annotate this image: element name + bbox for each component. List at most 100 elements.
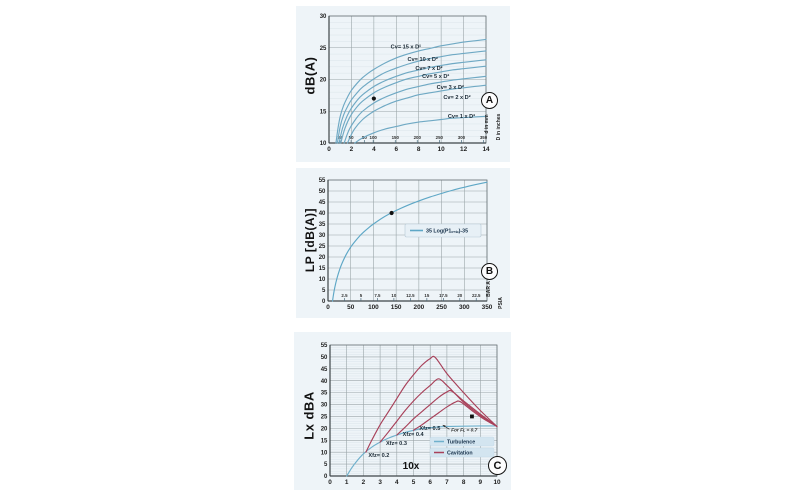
svg-text:6: 6 — [395, 146, 399, 153]
svg-text:300: 300 — [458, 135, 466, 140]
chart-b-badge: B — [481, 263, 498, 280]
svg-text:3: 3 — [378, 479, 382, 486]
series-Cv= 7 x D² — [338, 59, 487, 144]
svg-text:250: 250 — [436, 135, 444, 140]
curve-label: Xfz= 0.5 — [419, 426, 440, 432]
annotation-text: For Fʟ = 0.7 — [451, 428, 478, 434]
tick-labels: 0 50 100 150 200 250 300 350 0 5 10 15 20 25 30 35 40 45 5… — [319, 178, 493, 311]
svg-text:200: 200 — [414, 135, 422, 140]
curve-label: Cv= 7 x D² — [415, 65, 442, 72]
svg-text:20: 20 — [319, 255, 326, 261]
svg-text:25: 25 — [319, 244, 326, 250]
svg-text:Cavitation: Cavitation — [447, 450, 473, 456]
svg-text:0: 0 — [328, 479, 332, 486]
legend: 35 Log(P1ₚₛᵢₐ)-35 — [404, 223, 482, 238]
chart-c-badge: C — [488, 456, 507, 475]
svg-text:250: 250 — [436, 304, 447, 311]
svg-text:0: 0 — [326, 304, 330, 311]
series-Cavitation Xfz= 0.2 — [365, 355, 498, 453]
svg-text:40: 40 — [321, 379, 328, 385]
svg-text:0: 0 — [324, 474, 328, 480]
svg-text:2: 2 — [350, 146, 354, 153]
svg-text:17.5: 17.5 — [439, 293, 448, 298]
curve-label: Cv= 3 x D² — [437, 84, 464, 91]
series-Cv= 15 x D² — [335, 38, 487, 144]
svg-text:15: 15 — [319, 266, 326, 272]
svg-text:0: 0 — [327, 146, 331, 153]
series-Cv= 10 x D² — [336, 50, 487, 144]
chart-b-right-label-psia: PSIA — [498, 297, 504, 309]
svg-text:20: 20 — [457, 293, 462, 298]
series — [346, 355, 498, 477]
series-35 Log(P1ₚₛᵢₐ)-35 — [331, 181, 488, 302]
svg-text:15: 15 — [320, 109, 327, 115]
series-Cavitation Xfz= 0.5 — [412, 400, 498, 431]
svg-text:350: 350 — [482, 304, 493, 311]
svg-text:50: 50 — [319, 189, 326, 195]
svg-text:50: 50 — [349, 135, 354, 140]
curve-label: Xfz= 0.2 — [368, 453, 389, 459]
chart-c-y-axis-label: Lx dBA — [301, 391, 317, 440]
curve-label: Xfz= 0.3 — [386, 441, 407, 447]
chart-c-x-axis-label: 10x — [402, 461, 420, 472]
svg-text:35 Log(P1ₚₛᵢₐ)-35: 35 Log(P1ₚₛᵢₐ)-35 — [426, 228, 468, 234]
svg-text:Turbulence: Turbulence — [447, 439, 475, 445]
data-marker — [371, 96, 376, 101]
svg-text:15: 15 — [424, 293, 429, 298]
svg-text:7.5: 7.5 — [374, 293, 381, 298]
chart-c-panel: Xfz= 0.2 Xfz= 0.3 Xfz= 0.4 Xfz= 0.5 For Fʟ =… — [294, 332, 511, 490]
svg-text:25: 25 — [321, 415, 328, 421]
svg-text:55: 55 — [319, 178, 326, 184]
svg-text:5: 5 — [360, 293, 363, 298]
chart-a-content: 25 50 8 0 100 150 200 250 300 350 Cv= 15 x D² Cv= 1… — [320, 14, 490, 153]
chart-a-badge: A — [481, 92, 498, 109]
svg-text:40: 40 — [319, 211, 326, 217]
svg-text:200: 200 — [414, 304, 425, 311]
svg-text:50: 50 — [347, 304, 355, 311]
chart-b-panel: 2.5 5 7.5 10 12.5 15 17.5 20 22.5 35 Log(P1ₚₛᵢₐ)-… — [296, 168, 510, 318]
svg-text:150: 150 — [392, 135, 400, 140]
svg-text:45: 45 — [319, 200, 326, 206]
svg-text:2: 2 — [362, 479, 366, 486]
svg-text:50: 50 — [321, 355, 328, 361]
chart-b-plot: 2.5 5 7.5 10 12.5 15 17.5 20 22.5 35 Log(P1ₚₛᵢₐ)-… — [319, 178, 493, 311]
svg-text:25: 25 — [320, 46, 327, 52]
svg-text:22.5: 22.5 — [472, 293, 481, 298]
tick-labels: 0 2 4 6 8 10 12 14 10 15 20 25 30 — [320, 14, 490, 153]
curve-label: Cv= 5 x D² — [422, 73, 449, 80]
svg-text:8: 8 — [462, 479, 466, 486]
chart-a-panel: 25 50 8 0 100 150 200 250 300 350 Cv= 15 x D² Cv= 1… — [296, 6, 510, 162]
svg-text:20: 20 — [320, 78, 327, 84]
major-grid — [327, 179, 488, 302]
chart-a-right-label-inches: D in inches — [496, 113, 502, 141]
svg-text:150: 150 — [391, 304, 402, 311]
chart-b-y-axis-label: LP [dB(A)] — [303, 207, 317, 273]
secondary-x-scale: 2.5 5 7.5 10 12.5 15 17.5 20 22.5 — [341, 293, 481, 301]
svg-text:2.5: 2.5 — [341, 293, 348, 298]
svg-text:10: 10 — [493, 479, 501, 486]
svg-text:30: 30 — [319, 233, 326, 239]
chart-a-plot: 25 50 8 0 100 150 200 250 300 350 Cv= 15 x D² Cv= 1… — [320, 14, 490, 153]
series — [331, 181, 488, 302]
series-Cv= 2 x D² — [346, 84, 487, 144]
chart-b-content: 2.5 5 7.5 10 12.5 15 17.5 20 22.5 35 Log(P1ₚₛᵢₐ)-… — [319, 178, 493, 311]
svg-text:14: 14 — [482, 146, 490, 153]
svg-text:0: 0 — [322, 299, 326, 305]
svg-text:30: 30 — [321, 403, 328, 409]
svg-text:10: 10 — [391, 293, 396, 298]
curve-label: Cv= 10 x D² — [408, 56, 438, 63]
curve-label: Xfz= 0.4 — [403, 432, 425, 438]
svg-text:10: 10 — [319, 277, 326, 283]
svg-text:30: 30 — [320, 14, 327, 20]
series — [335, 38, 487, 144]
svg-text:45: 45 — [321, 367, 328, 373]
series-Cv= 3 x D² — [343, 75, 487, 144]
curve-label: Cv= 15 x D² — [391, 43, 421, 50]
svg-text:12.5: 12.5 — [406, 293, 415, 298]
chart-a-y-axis-label: dB(A) — [302, 56, 318, 95]
svg-text:350: 350 — [480, 135, 488, 140]
svg-text:9: 9 — [479, 479, 483, 486]
